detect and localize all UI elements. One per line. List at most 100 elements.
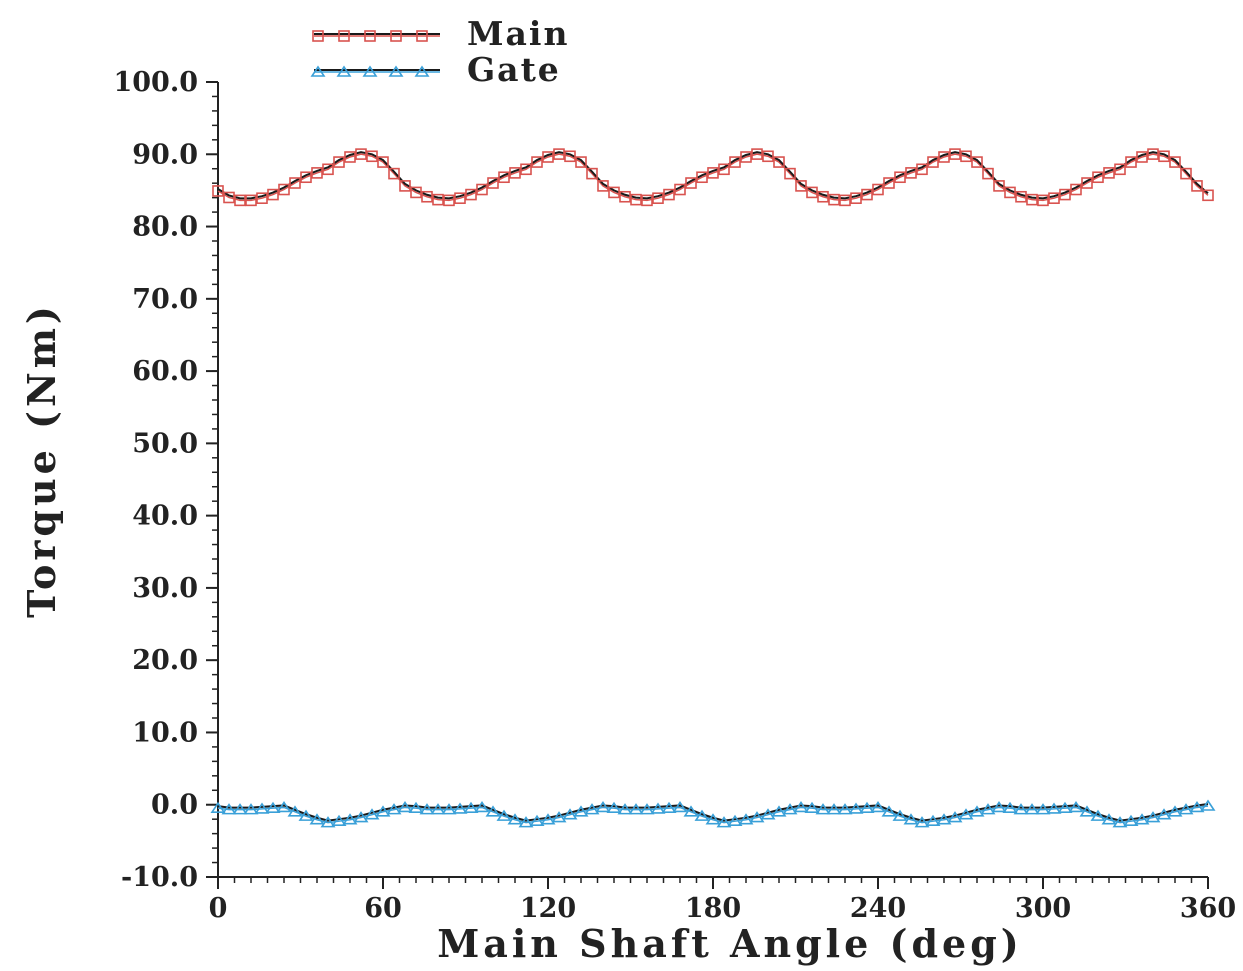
data-point <box>771 805 787 817</box>
data-point <box>762 150 774 163</box>
data-point <box>232 803 248 815</box>
data-point <box>597 180 609 192</box>
data-point <box>1079 805 1095 817</box>
data-point <box>705 813 721 825</box>
legend-marker <box>388 65 404 77</box>
data-point <box>859 801 875 813</box>
data-point <box>399 180 411 192</box>
legend-label: Gate <box>467 50 561 89</box>
data-point <box>496 809 512 821</box>
y-tick-label: 90.0 <box>132 139 198 170</box>
series-gate <box>210 799 1216 828</box>
data-point <box>870 801 886 813</box>
data-point <box>1057 801 1073 813</box>
data-point <box>960 150 972 163</box>
data-point <box>276 801 292 813</box>
data-point <box>1134 813 1150 825</box>
data-point <box>1026 193 1038 206</box>
x-tick-label: 300 <box>1015 893 1071 924</box>
data-point <box>685 177 697 189</box>
data-point <box>828 193 840 206</box>
data-point <box>311 167 323 179</box>
data-point <box>342 813 358 825</box>
y-tick-label: 0.0 <box>151 790 198 821</box>
data-point <box>927 156 939 168</box>
data-point <box>949 148 961 160</box>
data-point <box>1068 801 1084 813</box>
data-point <box>485 805 501 817</box>
data-point <box>619 190 631 203</box>
y-tick-label: 80.0 <box>132 212 198 243</box>
data-point <box>1169 156 1181 168</box>
data-point <box>397 801 413 813</box>
data-point <box>782 803 798 815</box>
data-point <box>661 801 677 813</box>
data-point <box>1189 801 1205 813</box>
data-point <box>223 191 235 204</box>
data-point <box>1125 156 1137 168</box>
data-point <box>894 171 906 184</box>
data-point <box>1123 814 1139 826</box>
data-point <box>518 816 534 828</box>
data-point <box>749 811 765 823</box>
data-point <box>1092 171 1104 184</box>
y-tick-label: -10.0 <box>121 862 198 893</box>
data-point <box>773 156 785 168</box>
data-point <box>551 811 567 823</box>
data-point <box>1156 808 1172 820</box>
data-point <box>463 801 479 813</box>
data-point <box>364 808 380 820</box>
data-point <box>751 148 763 160</box>
data-point <box>300 171 312 184</box>
data-point <box>938 151 950 163</box>
series-main <box>212 148 1214 207</box>
data-point <box>1070 183 1082 196</box>
data-point <box>256 192 268 204</box>
data-point <box>707 167 719 179</box>
data-point <box>322 163 334 176</box>
data-point <box>793 801 809 813</box>
y-axis-title: Torque (Nm) <box>19 302 64 618</box>
x-tick-label: 240 <box>850 893 906 924</box>
data-point <box>243 803 259 815</box>
data-point <box>509 167 521 179</box>
data-point <box>1147 148 1159 160</box>
y-tick-label: 70.0 <box>132 284 198 315</box>
y-tick-label: 50.0 <box>132 428 198 459</box>
data-point <box>1145 811 1161 823</box>
legend-marker <box>364 30 376 42</box>
data-point <box>210 801 226 813</box>
data-point <box>606 801 622 813</box>
data-point <box>529 814 545 826</box>
data-point <box>639 803 655 815</box>
data-point <box>971 156 983 168</box>
data-point <box>663 188 675 201</box>
data-point <box>421 190 433 203</box>
data-point <box>683 805 699 817</box>
data-point <box>320 816 336 828</box>
data-point <box>650 802 666 814</box>
data-point <box>1002 801 1018 813</box>
data-point <box>595 801 611 813</box>
y-tick-label: 60.0 <box>132 356 198 387</box>
data-point <box>575 156 587 168</box>
legend-marker <box>390 30 402 42</box>
data-point <box>430 803 446 815</box>
data-point <box>1035 803 1051 815</box>
data-point <box>652 192 664 204</box>
data-point <box>388 167 400 180</box>
data-point <box>925 814 941 826</box>
legend-label: Main <box>467 14 569 53</box>
data-point <box>298 809 314 821</box>
y-tick-label: 100.0 <box>113 67 198 98</box>
data-point <box>839 194 851 207</box>
y-tick-label: 40.0 <box>132 501 198 532</box>
data-point <box>969 805 985 817</box>
data-point <box>617 803 633 815</box>
series-shadow-line <box>217 805 1209 824</box>
data-point <box>355 148 367 160</box>
data-point <box>474 801 490 813</box>
data-point <box>1013 803 1029 815</box>
x-tick-label: 60 <box>364 893 402 924</box>
data-point <box>553 148 565 160</box>
